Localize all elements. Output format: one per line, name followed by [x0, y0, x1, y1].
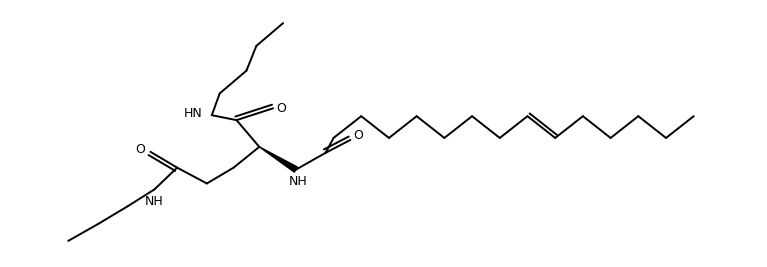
Text: HN: HN [184, 107, 203, 120]
Text: O: O [136, 143, 146, 156]
Text: O: O [276, 102, 286, 115]
Text: NH: NH [145, 195, 164, 208]
Text: O: O [354, 129, 364, 143]
Text: NH: NH [288, 175, 308, 188]
Polygon shape [259, 147, 298, 172]
